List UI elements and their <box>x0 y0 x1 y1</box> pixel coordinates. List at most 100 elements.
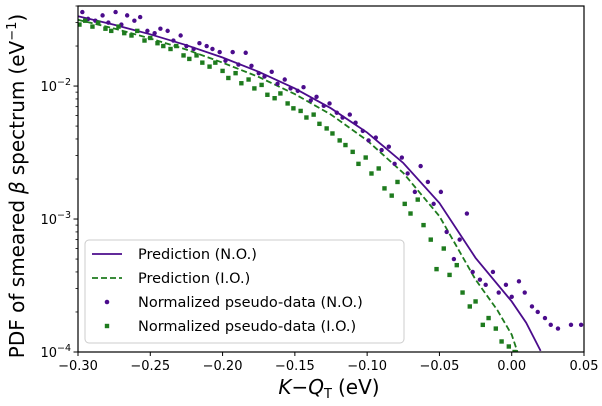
y-label-unit-sup: −1 <box>5 22 20 41</box>
data-point-io <box>291 106 296 111</box>
series-lines <box>78 15 542 352</box>
data-point-io <box>122 30 127 36</box>
x-tick-label: 0.00 <box>497 359 526 374</box>
data-point-no <box>275 81 280 86</box>
data-point-io <box>506 344 512 349</box>
data-point-io <box>233 70 238 76</box>
y-label-rest: spectrum <box>5 81 29 176</box>
data-point-no <box>184 43 189 49</box>
series-line-1 <box>78 18 519 352</box>
x-tick-label: −0.15 <box>275 359 315 374</box>
data-point-io <box>376 166 381 171</box>
data-point-io <box>207 64 212 69</box>
data-point-no <box>353 120 358 125</box>
legend: Prediction (N.O.) Prediction (I.O.) Norm… <box>84 239 405 344</box>
data-point-io <box>103 26 108 31</box>
data-point-no <box>236 62 241 67</box>
data-point-io <box>389 193 394 198</box>
legend-box <box>84 239 405 344</box>
data-point-io <box>486 315 491 321</box>
data-point-no <box>223 58 228 63</box>
data-point-no <box>171 38 176 43</box>
data-point-io <box>78 22 82 27</box>
data-point-io <box>220 68 225 74</box>
data-point-no <box>470 269 475 275</box>
data-point-io <box>434 266 439 272</box>
legend-marker-points-no <box>104 299 110 305</box>
data-point-io <box>467 304 472 309</box>
data-point-io <box>363 155 368 160</box>
data-point-no <box>217 49 222 55</box>
data-point-no <box>483 282 488 288</box>
data-point-no <box>269 69 274 75</box>
y-tick-label: 10−4 <box>40 343 71 361</box>
data-point-io <box>135 28 140 34</box>
x-axis-label: K−QT (eV) <box>278 375 379 402</box>
data-point-no <box>145 28 150 34</box>
data-point-no <box>360 128 366 134</box>
data-point-no <box>444 229 449 235</box>
x-label-q: Q <box>308 375 324 399</box>
data-point-no <box>568 322 574 328</box>
data-point-no <box>100 13 105 18</box>
data-point-no <box>457 237 462 242</box>
data-point-io <box>343 142 348 148</box>
data-point-io <box>350 149 355 155</box>
data-point-no <box>249 63 254 69</box>
data-point-no <box>548 322 553 328</box>
y-tick-label: 10−3 <box>40 210 71 228</box>
data-point-no <box>399 155 405 160</box>
data-point-no <box>243 50 248 55</box>
data-point-io <box>246 77 251 82</box>
data-point-no <box>529 304 535 309</box>
data-point-io <box>278 91 283 96</box>
data-point-io <box>155 41 160 46</box>
data-point-io <box>142 38 147 43</box>
data-point-io <box>161 43 166 49</box>
data-point-no <box>516 279 522 284</box>
data-point-no <box>477 277 483 282</box>
data-point-no <box>321 103 326 109</box>
data-point-no <box>301 85 306 90</box>
data-point-no <box>178 33 183 38</box>
data-point-io <box>337 138 342 143</box>
data-point-no <box>340 115 345 120</box>
data-point-io <box>96 20 101 25</box>
data-point-io <box>90 24 95 29</box>
data-point-io <box>369 171 374 176</box>
data-point-no <box>522 290 527 295</box>
data-point-no <box>113 9 118 15</box>
data-point-io <box>226 75 231 81</box>
data-point-io <box>304 115 309 120</box>
data-point-no <box>282 77 287 82</box>
data-point-no <box>256 70 261 76</box>
data-point-io <box>259 82 264 88</box>
data-point-io <box>480 322 485 328</box>
data-point-no <box>542 315 548 321</box>
data-point-io <box>356 161 361 167</box>
data-point-io <box>285 101 290 106</box>
y-label-unit: (eV <box>5 40 29 74</box>
data-point-no <box>412 189 418 195</box>
data-point-no <box>425 179 431 185</box>
data-point-no <box>204 43 209 49</box>
data-point-no <box>438 189 444 195</box>
data-point-io <box>324 126 329 131</box>
series-line-0 <box>78 15 542 352</box>
data-point-io <box>382 186 387 191</box>
data-point-no <box>496 290 501 295</box>
data-point-io <box>447 272 452 278</box>
data-point-no <box>191 46 196 52</box>
data-point-no <box>80 9 85 15</box>
data-point-no <box>555 326 561 331</box>
data-point-io <box>213 60 218 65</box>
plot-area <box>78 9 584 352</box>
data-point-io <box>402 201 407 207</box>
data-point-io <box>454 262 459 268</box>
data-point-no <box>578 322 584 328</box>
data-point-no <box>132 18 137 23</box>
data-point-io <box>239 81 244 86</box>
data-point-no <box>314 94 319 100</box>
data-point-no <box>503 282 509 288</box>
data-point-io <box>148 35 153 41</box>
